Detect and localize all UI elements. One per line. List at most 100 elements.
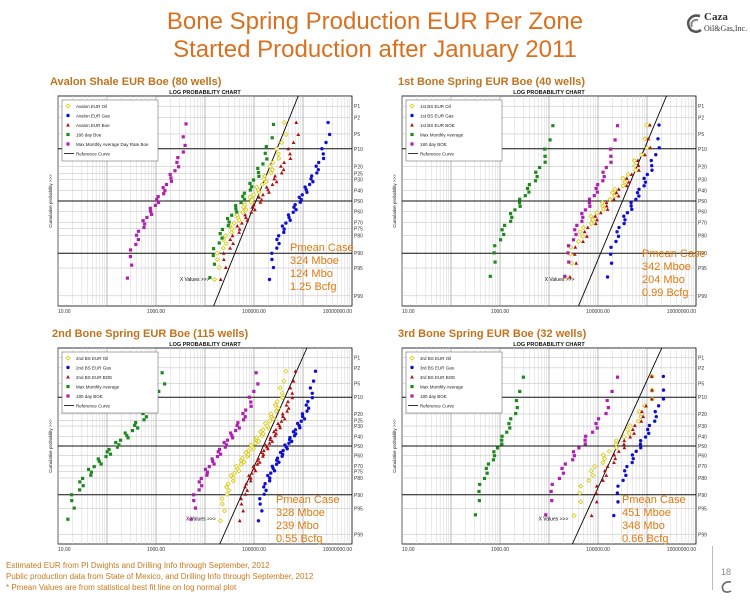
data-point <box>600 203 606 209</box>
y-tick-label: P50 <box>698 199 707 205</box>
legend-label: 3rd BS EUR Oil <box>420 356 451 361</box>
data-point <box>653 409 657 414</box>
y-tick-label: P95 <box>698 266 707 272</box>
data-point <box>654 153 658 157</box>
data-point <box>280 224 285 228</box>
data-point <box>600 459 606 466</box>
y-tick-label: P2 <box>698 366 704 372</box>
data-point <box>287 441 291 445</box>
chart-svg-avalon: P1P2P5P10P20P25P30P40P50P60P70P75P80P90P… <box>48 90 363 315</box>
data-point <box>551 124 555 128</box>
legend-label: Max Monthly Average <box>76 384 120 389</box>
data-point <box>649 158 653 163</box>
data-point <box>288 435 292 440</box>
data-point <box>631 456 635 461</box>
pmean-box-1st-bs: Pmean Case 342 Mboe 204 Mbo 0.99 Bcfg <box>642 248 706 300</box>
y-tick-label: P95 <box>354 507 363 513</box>
data-point <box>256 166 260 171</box>
legend-label: Max Monthly Average <box>420 384 464 389</box>
data-point <box>485 471 489 475</box>
data-point <box>293 432 298 436</box>
data-point <box>277 241 281 246</box>
data-point <box>267 163 273 169</box>
pmean-oil: 204 Mbo <box>642 274 685 286</box>
data-point <box>255 458 260 462</box>
data-point <box>297 195 301 199</box>
data-point <box>595 217 599 222</box>
y-tick-label: P1 <box>354 355 360 361</box>
data-point <box>274 462 279 466</box>
page-title: Bone Spring Production EUR Per Zone <box>166 8 584 35</box>
data-point <box>247 194 253 200</box>
data-point <box>208 275 212 280</box>
legend-box <box>61 99 159 162</box>
data-point <box>598 210 603 215</box>
y-tick-label: P50 <box>354 444 363 450</box>
legend-label: Avalon EUR Gas <box>76 113 111 118</box>
data-point <box>612 452 617 457</box>
data-point <box>252 389 256 393</box>
data-point <box>620 183 626 189</box>
x-tick-label: 10000000.00 <box>323 547 352 553</box>
data-point <box>599 200 606 206</box>
data-point <box>630 207 634 212</box>
y-tick-label: P2 <box>698 115 704 121</box>
legend-label: Avalon EUR Boe <box>76 123 110 128</box>
legend-label: 180 day BOE <box>420 142 447 147</box>
data-point <box>250 185 254 189</box>
data-point <box>306 406 311 410</box>
y-tick-label: P30 <box>354 424 363 430</box>
chart-inner-title: LOG PROBABILITY CHART <box>169 90 241 96</box>
y-tick-label: P25 <box>354 172 363 178</box>
data-point <box>622 469 627 473</box>
x-axis-label: X Values >>> <box>539 517 569 523</box>
data-point <box>263 443 268 447</box>
footnote: Public production data from State of Mex… <box>6 572 314 581</box>
data-point <box>650 396 654 401</box>
data-point <box>286 146 291 151</box>
data-point <box>281 448 285 453</box>
legend: 3rd BS EUR Oil 3rd BS EUR Gas 3rd BS EUR B… <box>405 351 503 414</box>
data-point <box>238 461 244 467</box>
data-point <box>266 187 270 192</box>
data-point <box>609 245 613 249</box>
data-point <box>234 212 240 218</box>
data-point <box>218 231 222 236</box>
data-point <box>211 253 215 258</box>
data-point <box>142 225 146 230</box>
data-point <box>264 185 269 189</box>
legend-marker <box>410 394 414 398</box>
data-point <box>189 517 193 521</box>
data-point <box>477 489 481 494</box>
data-point <box>592 463 598 470</box>
pmean-oil: 124 Mbo <box>290 268 333 280</box>
x-tick-label: 10000000.00 <box>667 547 696 553</box>
data-point <box>280 414 285 418</box>
data-point <box>583 208 588 212</box>
data-point <box>582 229 587 234</box>
data-point <box>225 438 230 442</box>
data-point <box>316 167 320 172</box>
data-point <box>77 488 82 492</box>
data-point <box>252 207 257 212</box>
data-point <box>550 499 554 503</box>
data-point <box>224 443 228 447</box>
data-point <box>642 136 648 142</box>
data-point <box>270 257 274 262</box>
data-point <box>561 471 565 475</box>
y-tick-label: P2 <box>354 366 360 372</box>
footer-divider <box>712 546 713 590</box>
data-point <box>572 454 577 458</box>
data-point <box>136 426 140 430</box>
data-point <box>230 213 234 217</box>
data-point <box>263 482 267 486</box>
data-point <box>625 464 629 469</box>
data-point <box>78 480 82 484</box>
data-point <box>271 265 276 270</box>
legend-label: Max Monthly Average Day Rate Boe <box>76 142 149 147</box>
y-axis-label: Cumulative probability >>> <box>392 174 397 228</box>
data-point <box>583 438 587 442</box>
data-point <box>622 445 627 450</box>
data-point <box>505 430 509 434</box>
data-point <box>288 156 293 160</box>
